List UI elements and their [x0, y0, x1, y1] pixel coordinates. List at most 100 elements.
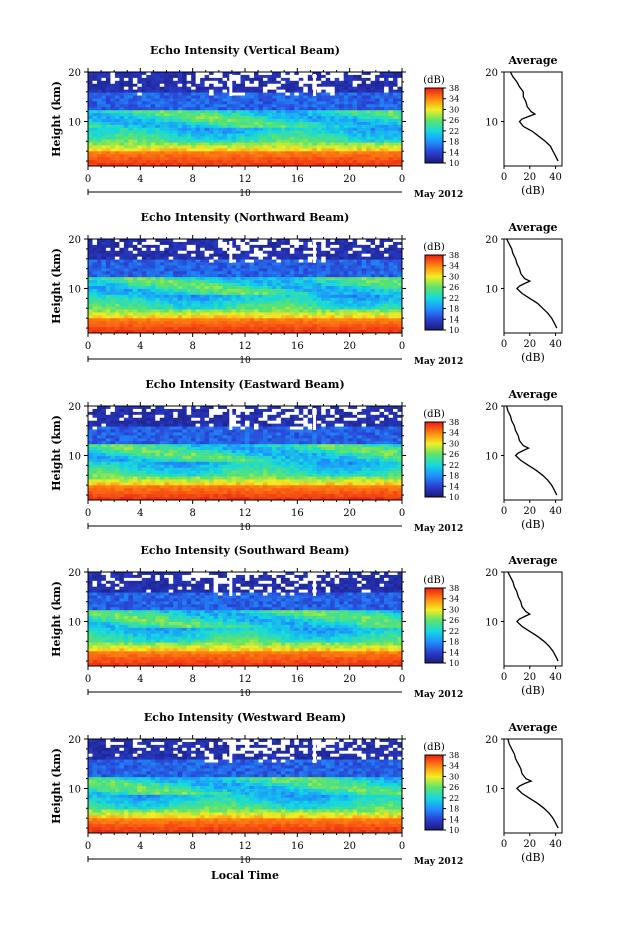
colorbar-tick-label: 30	[449, 772, 459, 781]
x-tick-label: 0	[399, 674, 405, 685]
colorbar-tick-label: 34	[449, 262, 459, 271]
day-label: 10	[239, 523, 251, 533]
panel: Echo Intensity (Northward Beam) 10 20 Heigh…	[50, 211, 563, 367]
data-gap	[229, 741, 233, 763]
colorbar-tick-label: 30	[449, 439, 459, 448]
average-x-tick-label: 40	[549, 172, 562, 183]
panel: Echo Intensity (Vertical Beam) 10 20 Height…	[50, 44, 563, 200]
date-label: May 2012	[414, 857, 463, 867]
y-tick-label: 20	[68, 735, 81, 746]
x-tick-label: 8	[189, 341, 195, 352]
average-x-label: (dB)	[521, 184, 545, 197]
average-x-tick-label: 0	[501, 339, 507, 350]
panel-title: Echo Intensity (Vertical Beam)	[150, 44, 340, 57]
heatmap-cells	[88, 572, 403, 667]
average-y-tick-label: 20	[485, 735, 498, 746]
colorbar-tick-label: 10	[449, 493, 459, 502]
y-tick-label: 20	[68, 68, 81, 79]
y-tick-label: 10	[68, 784, 81, 795]
x-tick-label: 16	[291, 841, 304, 852]
average-title: Average	[507, 388, 557, 401]
panels-root: Echo Intensity (Vertical Beam) 10 20 Height…	[50, 44, 563, 867]
average-y-tick-label: 10	[485, 284, 498, 295]
panel: Echo Intensity (Eastward Beam) 10 20 Height…	[50, 378, 563, 534]
average-frame	[503, 738, 563, 834]
panel-title: Echo Intensity (Northward Beam)	[141, 211, 350, 224]
data-gap	[229, 241, 233, 263]
data-gap	[229, 574, 233, 596]
average-profile-line	[507, 738, 559, 829]
y-axis-label: Height (km)	[50, 248, 63, 324]
average-y-tick-label: 20	[485, 235, 498, 246]
x-tick-label: 8	[189, 508, 195, 519]
data-gap	[313, 741, 317, 763]
average-x-tick-label: 40	[549, 839, 562, 850]
colorbar-tick-label: 14	[449, 148, 459, 157]
colorbar-tick-label: 26	[449, 783, 459, 792]
average-x-label: (dB)	[521, 518, 545, 531]
average-x-tick-label: 20	[523, 506, 536, 517]
x-tick-label: 8	[189, 174, 195, 185]
data-gap	[229, 74, 233, 96]
x-tick-label: 16	[291, 174, 304, 185]
panel-title: Echo Intensity (Westward Beam)	[144, 711, 346, 724]
average-title: Average	[507, 54, 557, 67]
average-x-tick-label: 0	[501, 839, 507, 850]
x-tick-label: 16	[291, 341, 304, 352]
x-tick-label: 20	[343, 674, 356, 685]
colorbar	[424, 587, 444, 664]
colorbar-tick-label: 26	[449, 616, 459, 625]
x-tick-label: 16	[291, 508, 304, 519]
colorbar-tick-label: 10	[449, 159, 459, 168]
x-tick-label: 8	[189, 674, 195, 685]
x-tick-label: 0	[85, 841, 91, 852]
colorbar	[424, 87, 444, 164]
average-y-tick-label: 10	[485, 784, 498, 795]
x-tick-label: 0	[85, 674, 91, 685]
colorbar-tick-label: 18	[449, 138, 459, 147]
x-tick-label: 4	[137, 341, 143, 352]
y-axis-label: Height (km)	[50, 581, 63, 657]
colorbar	[424, 754, 444, 831]
x-tick-label: 4	[137, 508, 143, 519]
colorbar-tick-label: 18	[449, 638, 459, 647]
colorbar-tick-label: 38	[449, 418, 459, 427]
x-tick-label: 12	[239, 341, 252, 352]
date-label: May 2012	[414, 357, 463, 367]
average-x-tick-label: 40	[549, 672, 562, 683]
colorbar-tick-label: 34	[449, 595, 459, 604]
x-tick-label: 0	[85, 508, 91, 519]
average-x-label: (dB)	[521, 851, 545, 864]
colorbar-unit: (dB)	[423, 575, 445, 586]
y-tick-label: 20	[68, 568, 81, 579]
x-tick-label: 20	[343, 508, 356, 519]
data-gap	[229, 408, 233, 430]
colorbar-tick-label: 38	[449, 584, 459, 593]
average-x-tick-label: 20	[523, 839, 536, 850]
y-tick-label: 20	[68, 235, 81, 246]
x-tick-label: 12	[239, 841, 252, 852]
average-frame	[503, 571, 563, 667]
date-label: May 2012	[414, 690, 463, 700]
x-tick-label: 20	[343, 841, 356, 852]
y-tick-label: 10	[68, 284, 81, 295]
colorbar-unit: (dB)	[423, 742, 445, 753]
panel-title: Echo Intensity (Eastward Beam)	[145, 378, 344, 391]
colorbar-tick-label: 10	[449, 326, 459, 335]
panel: Echo Intensity (Southward Beam) 10 20 Heigh…	[50, 544, 563, 700]
colorbar-tick-label: 10	[449, 826, 459, 835]
colorbar-tick-label: 38	[449, 751, 459, 760]
average-y-tick-label: 10	[485, 117, 498, 128]
colorbar-tick-label: 30	[449, 105, 459, 114]
colorbar-unit: (dB)	[423, 75, 445, 86]
colorbar-tick-label: 30	[449, 272, 459, 281]
day-label: 10	[239, 356, 251, 366]
y-axis-label: Height (km)	[50, 415, 63, 491]
y-tick-label: 20	[68, 402, 81, 413]
x-tick-label: 4	[137, 841, 143, 852]
colorbar-tick-label: 14	[449, 815, 459, 824]
colorbar-tick-label: 38	[449, 84, 459, 93]
average-x-tick-label: 20	[523, 172, 536, 183]
x-tick-label: 0	[399, 841, 405, 852]
